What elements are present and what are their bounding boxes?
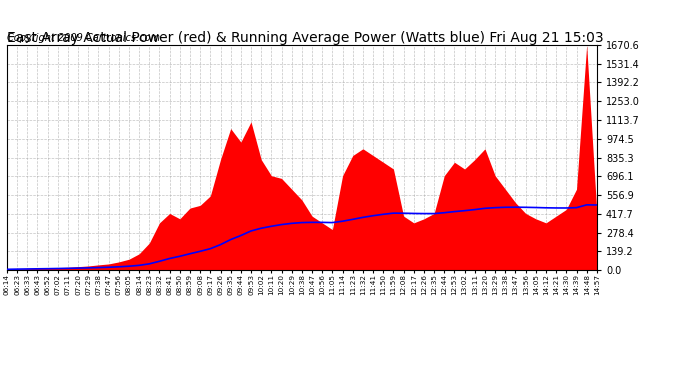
Text: Copyright 2009 Cartronics.com: Copyright 2009 Cartronics.com (7, 33, 160, 43)
Text: East Array Actual Power (red) & Running Average Power (Watts blue) Fri Aug 21 15: East Array Actual Power (red) & Running … (7, 31, 604, 45)
